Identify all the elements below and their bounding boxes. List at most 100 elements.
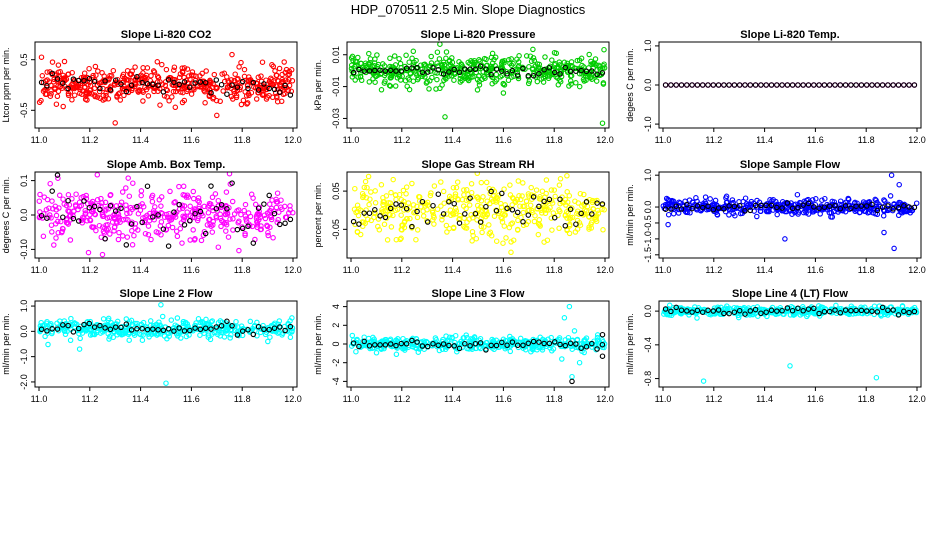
y-tick-label: 0.0 [19, 325, 29, 338]
x-tick-label: 11.6 [183, 394, 200, 404]
median-point [440, 341, 447, 347]
data-point [190, 227, 196, 233]
data-point [366, 339, 373, 346]
x-tick-label: 11.4 [444, 265, 461, 275]
data-point [493, 71, 500, 78]
data-point [109, 219, 116, 225]
data-point [428, 53, 434, 60]
median-point [774, 204, 780, 211]
data-point [207, 86, 213, 93]
data-point [119, 189, 126, 195]
data-point [367, 56, 374, 62]
data-point [51, 76, 57, 83]
data-point [447, 61, 454, 68]
data-point [506, 205, 513, 212]
data-point [132, 81, 138, 88]
data-point [124, 210, 130, 217]
data-point [515, 178, 522, 184]
data-point [476, 82, 483, 88]
data-point [362, 220, 368, 227]
data-point [488, 196, 495, 202]
data-point [451, 77, 457, 83]
data-point [402, 77, 409, 84]
data-point [69, 97, 75, 103]
data-point [215, 325, 221, 332]
x-tick-label: 11.2 [81, 394, 98, 404]
data-point [192, 322, 198, 329]
data-point [53, 207, 60, 213]
data-point [366, 79, 373, 85]
data-point [439, 82, 445, 88]
median-point [197, 79, 204, 85]
data-point [217, 98, 223, 105]
data-point [127, 71, 134, 78]
data-point [538, 76, 545, 82]
median-point [811, 82, 817, 88]
data-point [803, 307, 809, 313]
data-point [241, 207, 247, 214]
data-point [448, 212, 454, 219]
data-point [140, 203, 147, 210]
median-point [569, 378, 575, 385]
y-tick-label: 0.0 [643, 201, 653, 214]
x-tick-label: 11.6 [807, 135, 824, 145]
data-point [174, 315, 181, 321]
median-point [65, 197, 71, 204]
median-point [499, 190, 505, 197]
data-point [486, 222, 492, 228]
data-point [460, 335, 467, 341]
data-point [833, 302, 839, 309]
data-point [368, 189, 374, 195]
data-point [107, 192, 113, 199]
median-point [97, 206, 103, 213]
data-point [203, 68, 209, 74]
data-point [861, 208, 868, 214]
data-point [561, 59, 568, 66]
data-point [591, 214, 598, 221]
data-point [499, 219, 506, 225]
median-point [70, 329, 77, 335]
median-point [144, 326, 151, 333]
data-point [557, 176, 564, 182]
data-point [369, 63, 375, 69]
median-point [382, 342, 389, 348]
data-point [243, 218, 250, 224]
median-point [583, 344, 590, 350]
data-point [207, 336, 214, 343]
data-point [37, 323, 44, 329]
data-point [159, 313, 166, 320]
data-point [438, 179, 444, 185]
median-point [816, 310, 822, 317]
median-point [155, 327, 161, 333]
data-point [73, 191, 79, 197]
data-point [51, 242, 57, 248]
median-point [377, 342, 383, 348]
median-point [594, 346, 600, 352]
median-point [102, 78, 108, 84]
data-point [153, 229, 160, 235]
median-point [689, 309, 695, 315]
data-point [135, 227, 141, 233]
median-point [44, 328, 50, 334]
data-point [87, 217, 94, 224]
median-point [224, 91, 230, 97]
data-point [805, 211, 812, 217]
data-point [431, 183, 438, 189]
data-point [576, 83, 583, 90]
median-point [107, 87, 114, 93]
median-point [483, 347, 489, 353]
panel-7: Slope Line 2 Flow ml/min per min. 11.0 11.2… [1, 288, 302, 404]
median-point [573, 68, 579, 74]
data-point [233, 92, 240, 99]
data-point [808, 307, 814, 313]
x-tick-label: 11.4 [132, 135, 149, 145]
median-point [456, 220, 463, 226]
median-point [848, 307, 854, 314]
data-point [144, 65, 151, 71]
data-point [438, 62, 445, 68]
data-point [576, 57, 583, 64]
median-point [123, 242, 130, 248]
median-point [752, 202, 759, 209]
data-point [497, 74, 504, 80]
data-point [392, 83, 399, 89]
